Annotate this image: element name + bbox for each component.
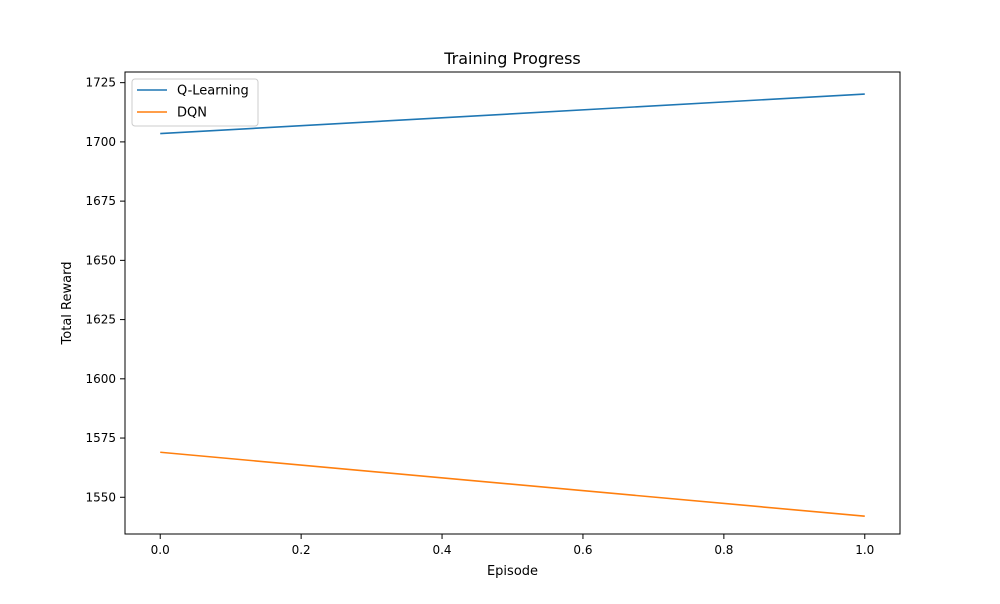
x-tick-label: 0.4 (432, 543, 451, 557)
series-line-dqn (160, 451, 865, 518)
y-tick-label: 1675 (85, 194, 116, 208)
legend-label: DQN (177, 106, 207, 121)
axes-layer: 0.0 0.2 0.4 0.6 0.8 1.0 1550 1575 1600 1625 1650 16… (85, 76, 874, 557)
series-layer (160, 93, 865, 518)
x-tick-label: 0.0 (151, 543, 170, 557)
y-tick-label: 1650 (85, 253, 116, 267)
x-tick-label: 0.8 (714, 543, 733, 557)
y-tick-label: 1600 (85, 372, 116, 386)
x-tick-label: 1.0 (855, 543, 874, 557)
chart-title: Training Progress (443, 49, 581, 68)
legend: Q-Learning DQN (131, 78, 259, 127)
series-line-q-learning (160, 93, 865, 135)
y-tick-label: 1625 (85, 313, 116, 327)
y-axis-label: Total Reward (60, 262, 75, 346)
y-tick-label: 1550 (85, 490, 116, 504)
legend-label: Q-Learning (177, 84, 249, 99)
y-tick-label: 1575 (85, 431, 116, 445)
x-tick-label: 0.6 (573, 543, 592, 557)
plot-area-frame (124, 71, 901, 535)
x-tick-label: 0.2 (292, 543, 311, 557)
y-tick-label: 1725 (85, 76, 116, 90)
y-tick-label: 1700 (85, 135, 116, 149)
x-axis-label: Episode (487, 564, 538, 579)
